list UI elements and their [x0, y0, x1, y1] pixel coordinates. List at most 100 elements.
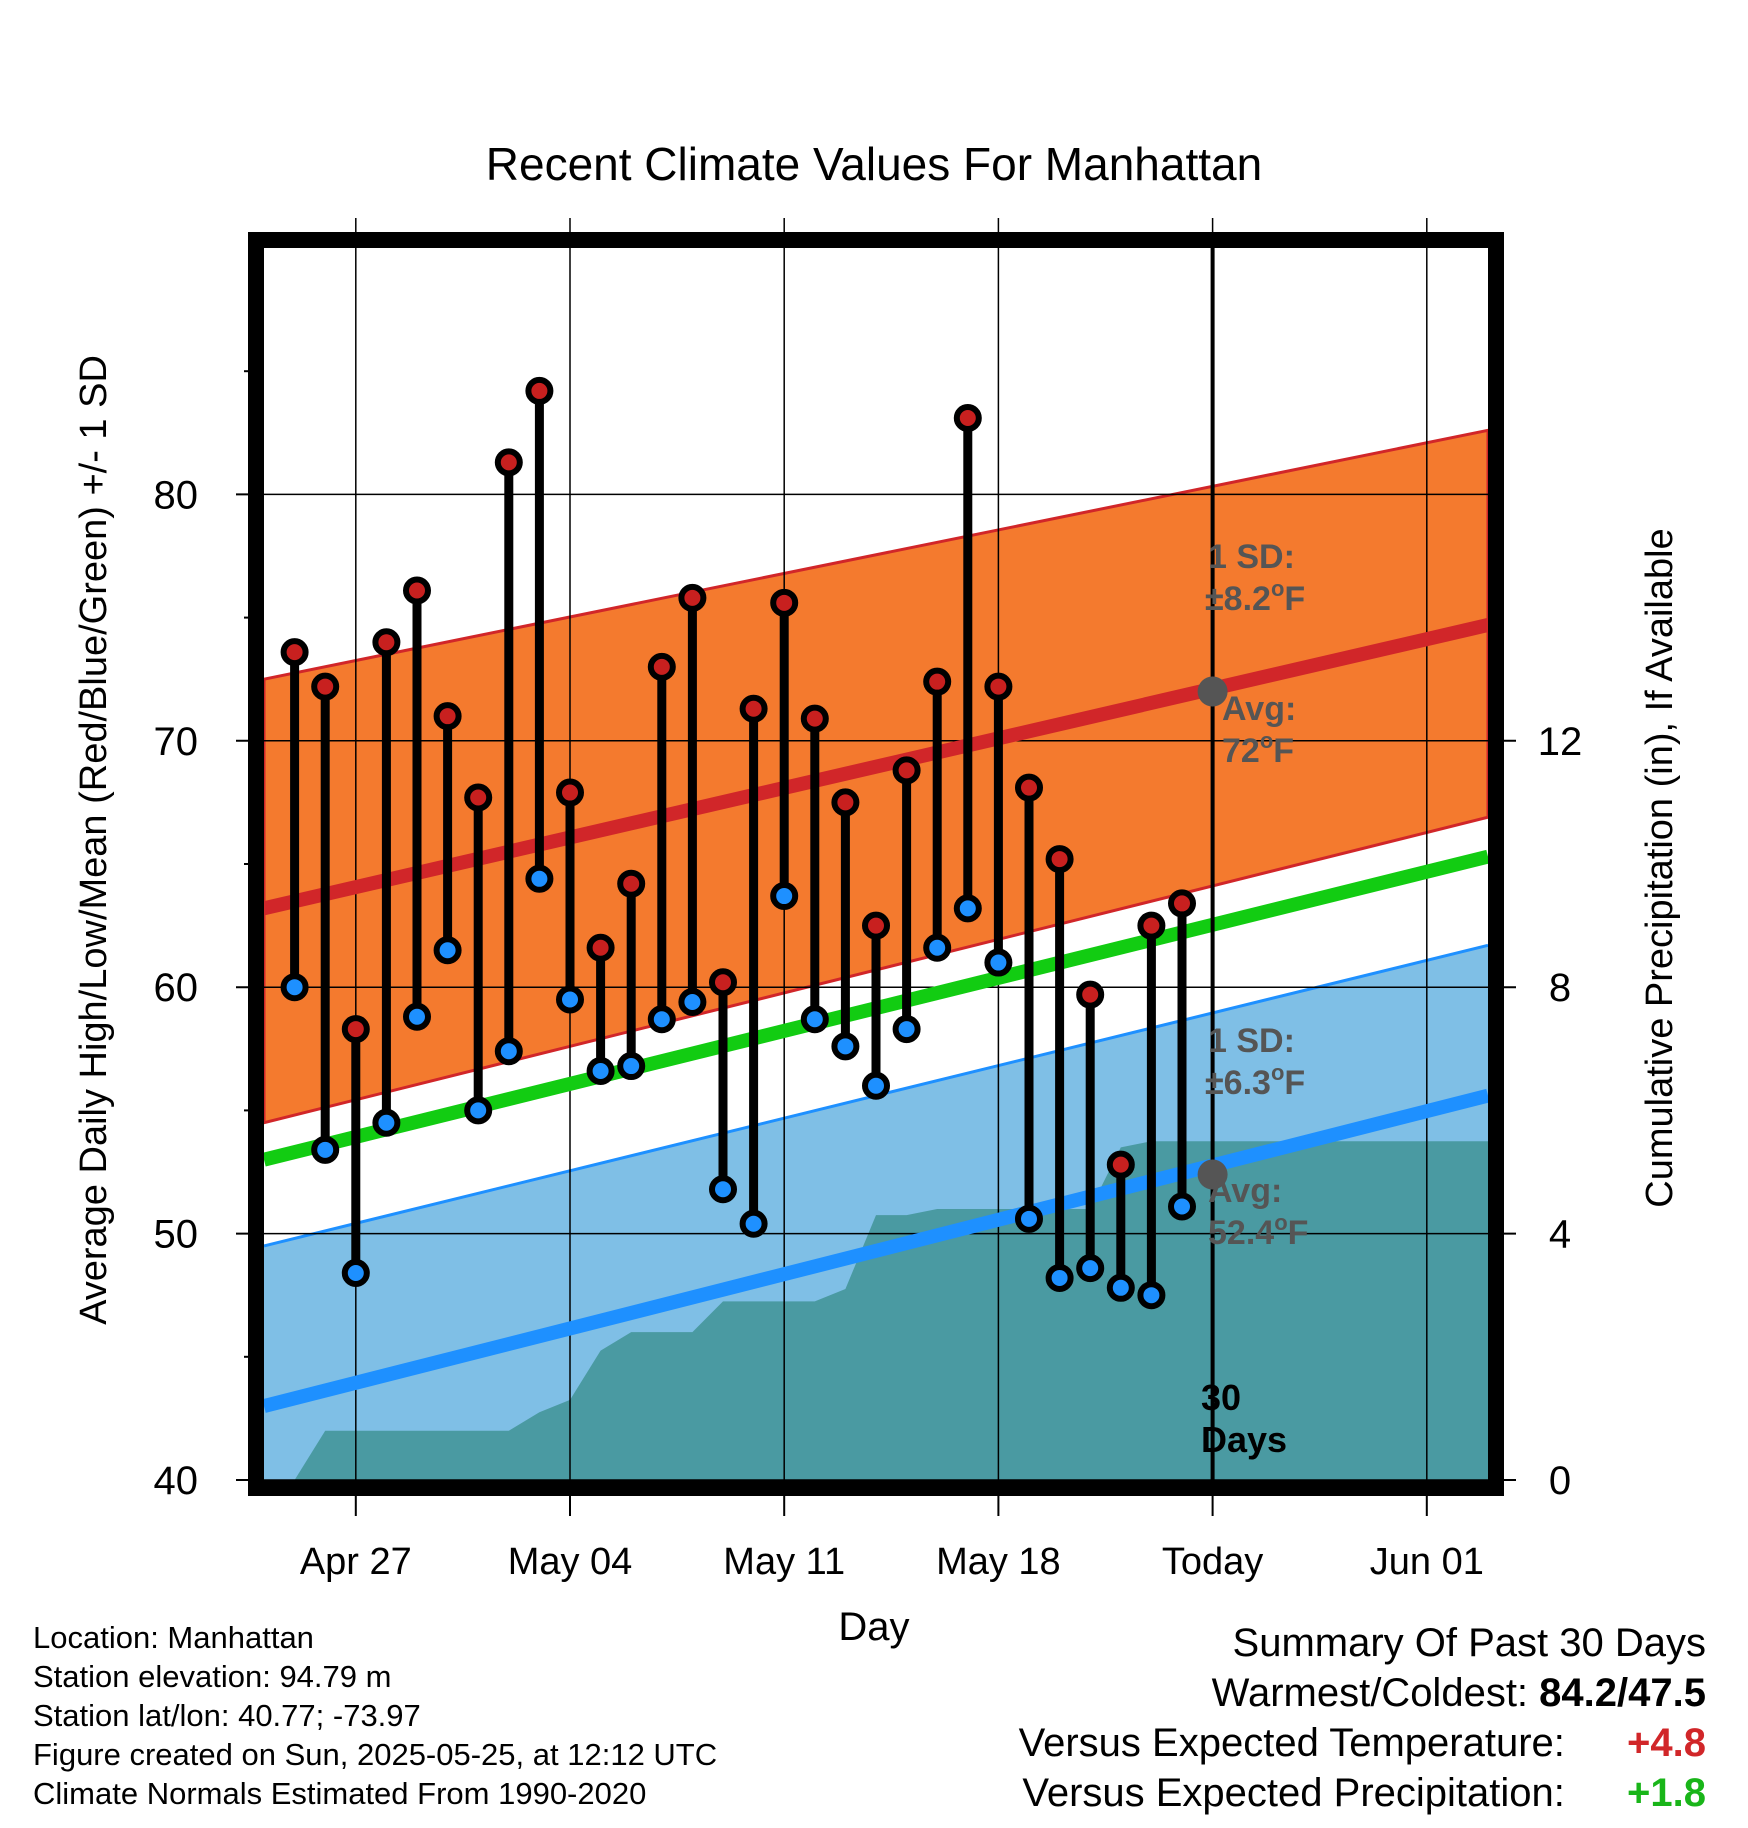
x-tick-label: May 11 — [723, 1541, 845, 1583]
precip-area — [264, 1141, 1488, 1480]
low-point — [953, 894, 982, 923]
high-point — [586, 933, 615, 962]
y-tick-label: 80 — [154, 473, 199, 517]
high-point — [403, 576, 431, 605]
high-point — [556, 778, 584, 807]
high-point — [709, 968, 737, 997]
y2-tick-label: 4 — [1549, 1213, 1571, 1257]
today-days-label: Days — [1201, 1419, 1287, 1460]
today-low-avg-marker — [1197, 1159, 1228, 1190]
high-point — [739, 694, 768, 723]
y-tick-label: 50 — [154, 1213, 199, 1257]
temp-value: +4.8 — [1627, 1721, 1706, 1765]
high-point — [647, 652, 676, 681]
low-point — [280, 973, 309, 1002]
latlon-text: Station lat/lon: 40.77; -73.97 — [33, 1698, 421, 1733]
low-avg-label: Avg: — [1208, 1172, 1282, 1210]
low-point — [892, 1015, 921, 1044]
low-point — [494, 1037, 523, 1066]
high-point — [923, 667, 952, 696]
y2-tick-label: 8 — [1549, 966, 1571, 1010]
low-point — [403, 1002, 431, 1031]
low-point — [372, 1108, 401, 1137]
high-point — [617, 869, 646, 898]
high-point — [770, 588, 799, 617]
high-point — [1106, 1150, 1135, 1179]
x-tick-label: Jun 01 — [1370, 1541, 1484, 1583]
warm-cold-value: 84.2/47.5 — [1539, 1671, 1706, 1715]
low-point — [739, 1209, 768, 1238]
low-point — [1106, 1273, 1135, 1302]
low-avg-value: 52.4oF — [1208, 1210, 1308, 1252]
low-point — [800, 1005, 829, 1034]
station-info: Location: Manhattan Station elevation: 9… — [33, 1618, 717, 1813]
x-tick-label: May 04 — [508, 1541, 633, 1583]
summary-precip: Versus Expected Precipitation: +1.8 — [1019, 1768, 1706, 1818]
x-tick-label: Today — [1162, 1541, 1263, 1583]
y2-tick-label: 12 — [1538, 720, 1583, 764]
low-point — [525, 864, 554, 893]
low-point — [1045, 1263, 1074, 1292]
high-point — [862, 911, 890, 940]
high-avg-value: 72oF — [1222, 728, 1294, 770]
low-point — [341, 1259, 370, 1288]
y-tick-label: 60 — [154, 966, 199, 1010]
summary-temp: Versus Expected Temperature: +4.8 — [1019, 1718, 1706, 1768]
high-point — [892, 756, 921, 785]
high-point — [494, 448, 523, 477]
normals-text: Climate Normals Estimated From 1990-2020 — [33, 1776, 647, 1811]
high-point — [1045, 845, 1074, 874]
today-days-label: 30 — [1201, 1377, 1241, 1418]
low-point — [862, 1071, 890, 1100]
high-point — [678, 583, 707, 612]
low-point — [586, 1056, 615, 1085]
y2-tick-label: 0 — [1549, 1459, 1571, 1503]
low-point — [709, 1175, 737, 1204]
y-tick-label: 70 — [154, 720, 199, 764]
temp-label: Versus Expected Temperature: — [1018, 1721, 1565, 1765]
chart-title: Recent Climate Values For Manhattan — [486, 138, 1262, 190]
low-point — [1015, 1204, 1043, 1233]
low-avg-line — [262, 1088, 1490, 1413]
low-point — [831, 1032, 860, 1061]
x-tick-label: May 18 — [936, 1541, 1061, 1583]
low-sd-value: ±6.3oF — [1205, 1060, 1305, 1102]
low-point — [1137, 1281, 1166, 1310]
precip-label: Versus Expected Precipitation: — [1022, 1771, 1565, 1815]
summary-title: Summary Of Past 30 Days — [1232, 1621, 1706, 1665]
low-point — [923, 933, 952, 962]
location-text: Location: Manhattan — [33, 1620, 314, 1655]
high-point — [1137, 911, 1166, 940]
high-sd-label: 1 SD: — [1208, 538, 1295, 576]
created-text: Figure created on Sun, 2025-05-25, at 12… — [33, 1737, 718, 1772]
today-high-avg-marker — [1197, 676, 1228, 707]
high-point — [372, 628, 401, 657]
high-point — [953, 404, 982, 433]
high-point — [433, 702, 462, 731]
low-point — [1076, 1254, 1105, 1283]
y2-axis-label: Cumulative Precipitation (in), If Availa… — [1639, 528, 1681, 1207]
high-point — [1168, 889, 1196, 918]
high-avg-line — [262, 618, 1490, 916]
high-point — [800, 704, 829, 733]
y-tick-label: 40 — [154, 1459, 199, 1503]
high-point — [464, 783, 493, 812]
low-point — [464, 1096, 493, 1125]
low-point — [1168, 1192, 1196, 1221]
warm-cold-label: Warmest/Coldest: — [1211, 1671, 1529, 1715]
summary-panel: Summary Of Past 30 Days Warmest/Coldest:… — [1019, 1618, 1706, 1818]
low-point — [311, 1135, 340, 1164]
low-point — [678, 987, 707, 1016]
high-point — [1076, 980, 1105, 1009]
high-point — [280, 638, 309, 667]
low-point — [617, 1052, 646, 1081]
high-point — [984, 672, 1013, 701]
low-sd-label: 1 SD: — [1208, 1022, 1295, 1060]
low-point — [556, 985, 584, 1014]
low-point — [647, 1005, 676, 1034]
high-sd-value: ±8.2oF — [1205, 576, 1305, 618]
low-point — [984, 948, 1013, 977]
high-point — [831, 788, 860, 817]
